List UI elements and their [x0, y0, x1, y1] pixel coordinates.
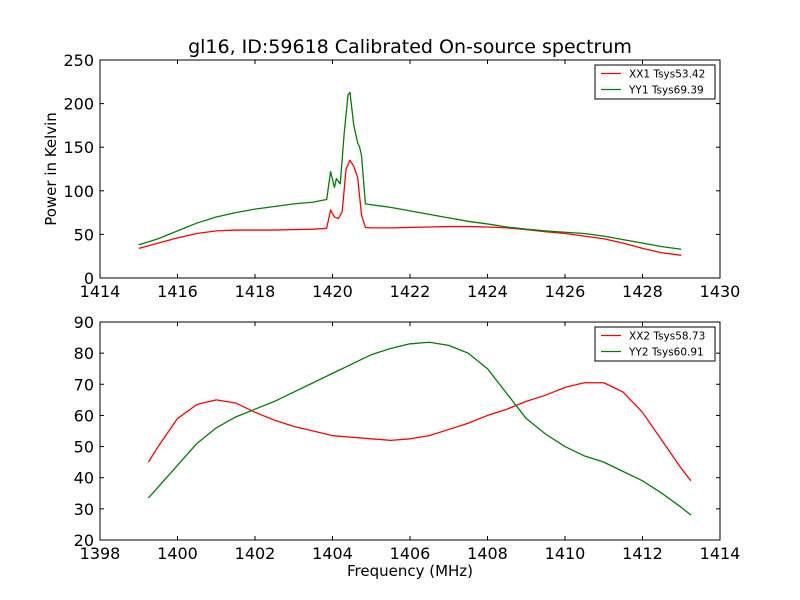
bottom-plot-frame — [99, 321, 721, 541]
top-x-tick-label: 1416 — [157, 282, 198, 301]
top-panel: gl16, ID:59618 Calibrated On-source spec… — [42, 36, 740, 301]
bottom-panel: 1398 1400 1402 1404 1406 1408 1410 1412 1414 20 30… — [74, 313, 741, 580]
top-x-tick-label: 1418 — [235, 282, 276, 301]
top-x-tick-label: 1430 — [700, 282, 741, 301]
top-plot-series — [138, 91, 682, 256]
legend-label-xx1: XX1 Tsys53.42 — [629, 69, 705, 81]
series-line-xx2 — [147, 382, 692, 482]
series-line-yy1 — [138, 91, 682, 250]
bottom-y-tick-label: 70 — [74, 375, 94, 394]
top-y-tick-label: 200 — [63, 95, 94, 114]
bottom-y-tick-label: 40 — [74, 469, 94, 488]
chart-title: gl16, ID:59618 Calibrated On-source spec… — [188, 36, 632, 58]
bottom-legend: XX2 Tsys58.73 YY2 Tsys60.91 — [594, 326, 716, 362]
top-plot-frame — [99, 59, 721, 279]
top-x-tick-label: 1426 — [545, 282, 586, 301]
bottom-x-tick-label: 1408 — [467, 544, 508, 563]
bottom-y-tick-label: 50 — [74, 438, 94, 457]
series-line-xx1 — [138, 159, 682, 256]
top-y-tick-label: 0 — [84, 269, 94, 288]
bottom-x-tick-label: 1410 — [545, 544, 586, 563]
top-x-tick-label: 1422 — [390, 282, 431, 301]
bottom-x-tick-label: 1412 — [622, 544, 663, 563]
bottom-x-tick-label: 1400 — [157, 544, 198, 563]
top-x-tick-label: 1414 — [80, 282, 121, 301]
bottom-y-tick-label: 80 — [74, 344, 94, 363]
top-y-tick-label: 150 — [63, 138, 94, 157]
top-x-tick-label: 1424 — [467, 282, 508, 301]
y-axis-label-top: Power in Kelvin — [42, 112, 60, 226]
top-legend-box — [594, 64, 716, 100]
top-x-tick-label: 1420 — [312, 282, 353, 301]
bottom-x-tick-label: 1398 — [80, 544, 121, 563]
top-y-tick-label: 250 — [63, 51, 94, 70]
series-line-yy2 — [147, 341, 692, 516]
bottom-plot-series — [147, 341, 692, 516]
top-legend: XX1 Tsys53.42 YY1 Tsys69.39 — [594, 64, 716, 100]
bottom-x-tick-label: 1402 — [235, 544, 276, 563]
legend-label-yy2: YY2 Tsys60.91 — [628, 347, 704, 359]
bottom-legend-box — [594, 326, 716, 362]
x-axis-label-bottom: Frequency (MHz) — [347, 562, 473, 580]
bottom-x-tick-label: 1406 — [390, 544, 431, 563]
bottom-y-tick-label: 20 — [74, 531, 94, 550]
top-plot-ticks: 1414 1416 1418 1420 1422 1424 1426 1428 1430 0 50 1… — [63, 51, 740, 301]
legend-label-yy1: YY1 Tsys69.39 — [628, 85, 704, 97]
bottom-y-tick-label: 90 — [74, 313, 94, 332]
legend-label-xx2: XX2 Tsys58.73 — [629, 331, 705, 343]
bottom-plot-ticks: 1398 1400 1402 1404 1406 1408 1410 1412 1414 20 30… — [74, 313, 741, 563]
top-x-tick-label: 1428 — [622, 282, 663, 301]
bottom-x-tick-label: 1404 — [312, 544, 353, 563]
top-y-tick-label: 100 — [63, 182, 94, 201]
top-y-tick-label: 50 — [74, 225, 94, 244]
bottom-x-tick-label: 1414 — [700, 544, 741, 563]
bottom-y-tick-label: 60 — [74, 406, 94, 425]
bottom-y-tick-label: 30 — [74, 500, 94, 519]
